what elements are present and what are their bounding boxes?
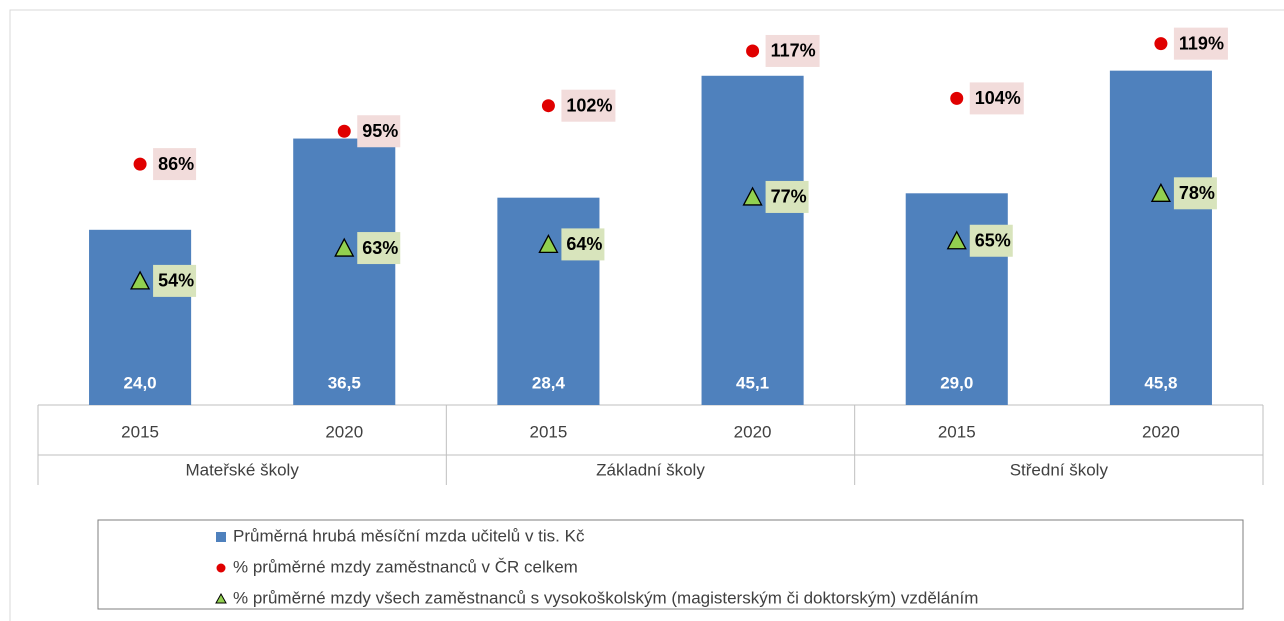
value-label-bg	[969, 224, 1013, 257]
value-label-bg	[765, 34, 820, 67]
point-value-label: 95%	[362, 121, 398, 141]
bar	[89, 229, 192, 405]
point-value-label: 54%	[158, 271, 194, 291]
point-value-label: 104%	[975, 88, 1021, 108]
point-marker	[742, 186, 763, 206]
point-marker	[946, 230, 967, 250]
value-label-bg	[153, 264, 197, 297]
bar-value-label: 45,8	[1144, 373, 1177, 392]
value-label-bg	[765, 180, 809, 213]
point-marker	[1154, 37, 1168, 51]
point-marker	[337, 124, 351, 138]
point-value-label: 65%	[975, 231, 1011, 251]
point-value-label: 63%	[362, 238, 398, 258]
point-value-label: 86%	[158, 154, 194, 174]
value-label-bg	[969, 82, 1024, 115]
point-marker	[950, 91, 964, 105]
x-tick-label: 2015	[530, 422, 568, 441]
bar	[293, 138, 396, 406]
point-value-label: 78%	[1179, 183, 1215, 203]
point-marker	[538, 234, 559, 254]
bar-value-label: 24,0	[124, 373, 157, 392]
point-value-label: 102%	[566, 95, 612, 115]
x-tick-label: 2020	[1142, 422, 1180, 441]
legend-swatch	[216, 532, 226, 542]
chart-frame	[9, 9, 1284, 621]
point-value-label: 119%	[1179, 33, 1224, 53]
point-marker	[130, 270, 151, 290]
legend-label: Průměrná hrubá měsíční mzda učitelů v ti…	[233, 526, 585, 545]
bar-value-label: 28,4	[532, 373, 566, 392]
x-tick-label: 2015	[938, 422, 976, 441]
bar	[1109, 70, 1212, 405]
x-tick-label: 2015	[121, 422, 159, 441]
legend-label: % průměrné mzdy všech zaměstnanců s vyso…	[233, 588, 978, 607]
legend-box	[97, 519, 1244, 610]
legend-label: % průměrné mzdy zaměstnanců v ČR celkem	[233, 557, 578, 576]
legend-swatch	[216, 563, 226, 573]
value-label-bg	[357, 115, 401, 148]
point-marker	[133, 157, 147, 171]
point-value-label: 77%	[771, 187, 807, 207]
point-marker	[334, 237, 355, 257]
point-marker	[541, 99, 555, 113]
legend-swatch	[215, 592, 227, 604]
point-marker	[746, 44, 760, 58]
value-label-bg	[561, 228, 605, 261]
value-label-bg	[561, 89, 616, 122]
point-marker	[1150, 182, 1171, 202]
bar-value-label: 36,5	[328, 373, 361, 392]
value-label-bg	[357, 232, 401, 265]
group-label: Základní školy	[596, 460, 705, 479]
bar-value-label: 29,0	[940, 373, 973, 392]
x-tick-label: 2020	[734, 422, 772, 441]
value-label-bg	[1173, 177, 1217, 210]
group-label: Střední školy	[1010, 460, 1109, 479]
bar	[701, 75, 804, 406]
value-label-bg	[153, 148, 197, 181]
bar-value-label: 45,1	[736, 373, 769, 392]
value-label-bg	[1173, 27, 1228, 60]
x-tick-label: 2020	[325, 422, 363, 441]
point-value-label: 117%	[771, 41, 816, 61]
group-label: Mateřské školy	[185, 460, 299, 479]
point-value-label: 64%	[566, 234, 602, 254]
